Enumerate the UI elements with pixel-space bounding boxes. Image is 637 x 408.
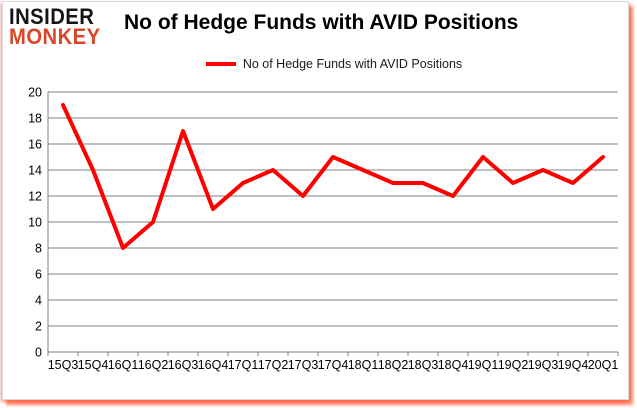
- x-axis-label: 19Q1: [468, 358, 499, 372]
- x-axis-label: 19Q3: [528, 358, 559, 372]
- chart-title: No of Hedge Funds with AVID Positions: [124, 11, 519, 34]
- x-axis-label: 17Q2: [258, 358, 289, 372]
- line-chart: 0 2 4 6 8 10 12 14 16 18 20 15Q3 15Q4 16Q1 16Q2 16Q3 16Q…: [28, 86, 619, 372]
- y-axis-label: 8: [35, 242, 42, 256]
- x-axis-label: 15Q3: [48, 358, 79, 372]
- x-axis-label: 20Q1: [588, 358, 619, 372]
- x-axis-label: 19Q4: [558, 358, 589, 372]
- legend-line-swatch: [205, 62, 236, 66]
- x-axis-label: 18Q2: [378, 358, 409, 372]
- x-axis-label: 16Q1: [108, 358, 139, 372]
- y-axis-label: 12: [28, 190, 42, 204]
- logo-text-insider: INSIDER: [9, 4, 95, 29]
- legend: No of Hedge Funds with AVID Positions: [48, 57, 620, 71]
- legend-label: No of Hedge Funds with AVID Positions: [242, 57, 463, 71]
- y-axis-label: 6: [35, 268, 42, 282]
- y-axis-label: 4: [35, 294, 42, 308]
- x-axis-label: 16Q2: [138, 358, 169, 372]
- x-axis-label: 16Q4: [198, 358, 229, 372]
- x-axis-label: 18Q1: [348, 358, 379, 372]
- insider-monkey-logo: INSIDER MONKEY: [9, 4, 109, 50]
- y-axis-label: 18: [28, 112, 42, 126]
- x-axis-label: 17Q3: [288, 358, 319, 372]
- logo-text-monkey: MONKEY: [9, 24, 101, 50]
- x-axis-label: 16Q3: [168, 358, 199, 372]
- x-axis-label: 17Q4: [318, 358, 349, 372]
- x-axis-label: 19Q2: [498, 358, 529, 372]
- y-axis-label: 16: [28, 138, 42, 152]
- x-axis-label: 15Q4: [78, 358, 109, 372]
- chart-canvas: INSIDER MONKEY No of Hedge Funds with AV…: [2, 1, 629, 400]
- series-line: [61, 103, 605, 250]
- y-axis-label: 14: [28, 164, 42, 178]
- y-axis-label: 0: [35, 346, 42, 360]
- x-axis-label: 17Q1: [228, 358, 259, 372]
- y-axis-label: 20: [28, 86, 42, 100]
- y-axis-label: 10: [28, 216, 42, 230]
- x-axis-label: 18Q4: [438, 358, 469, 372]
- x-axis-label: 18Q3: [408, 358, 439, 372]
- y-axis-label: 2: [35, 320, 42, 334]
